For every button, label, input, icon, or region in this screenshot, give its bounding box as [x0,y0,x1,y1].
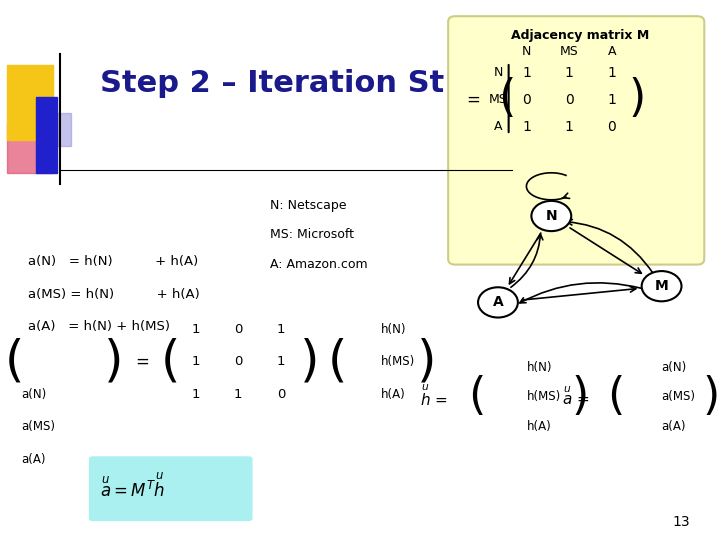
Bar [7,65,53,140]
Text: M: M [654,279,668,293]
Text: (: ( [328,338,348,386]
Text: 1: 1 [276,355,285,368]
Text: a(A): a(A) [662,420,686,433]
Text: (: ( [4,338,24,386]
FancyBboxPatch shape [448,16,704,265]
Bar [35,113,71,146]
Text: N: N [546,209,557,223]
Text: =: = [466,91,480,109]
Text: A: A [492,295,503,309]
Text: Adjacency matrix M: Adjacency matrix M [510,29,649,42]
Text: ): ) [417,338,436,386]
Bar [7,124,53,173]
Text: N: Netscape: N: Netscape [270,199,347,212]
Text: A: Amazon.com: A: Amazon.com [270,258,368,271]
Text: 1: 1 [522,66,531,80]
Text: a(MS): a(MS) [22,420,55,433]
Text: 1: 1 [192,355,200,368]
Text: MS: Microsoft: MS: Microsoft [270,228,354,241]
Text: (: ( [498,77,516,120]
Text: ): ) [629,77,646,120]
Text: a(N)   = h(N)          + h(A): a(N) = h(N) + h(A) [29,255,199,268]
Text: (: ( [468,375,485,418]
Text: h(N): h(N) [381,323,406,336]
Text: h(N): h(N) [526,361,552,374]
Text: (: ( [161,338,181,386]
Text: ): ) [300,338,319,386]
Text: a(N): a(N) [22,388,47,401]
Text: A: A [494,120,503,133]
Text: 1: 1 [522,120,531,134]
Text: 1: 1 [564,66,574,80]
Text: $\overset{u}{h}$ =: $\overset{u}{h}$ = [420,384,447,409]
Text: a(MS): a(MS) [662,390,696,403]
Text: Step 2 – Iteration St: Step 2 – Iteration St [99,69,444,98]
Text: 1: 1 [192,323,200,336]
Text: $\overset{u}{a}$ =: $\overset{u}{a}$ = [562,386,589,408]
Text: 1: 1 [608,93,616,107]
Text: a(N): a(N) [662,361,687,374]
Text: h(A): h(A) [526,420,552,433]
Text: A: A [608,45,616,58]
Text: (: ( [607,375,624,418]
FancyBboxPatch shape [89,456,253,521]
Text: 1: 1 [564,120,574,134]
Text: 1: 1 [192,388,200,401]
Text: a(MS) = h(N)          + h(A): a(MS) = h(N) + h(A) [29,288,200,301]
Text: 0: 0 [564,93,573,107]
Text: ): ) [571,375,588,418]
Text: 0: 0 [234,355,243,368]
Text: 1: 1 [276,323,285,336]
Text: 1: 1 [234,388,243,401]
Text: 1: 1 [608,66,616,80]
Bar [35,97,57,173]
Text: N: N [493,66,503,79]
Circle shape [531,201,571,231]
Text: =: = [135,353,149,371]
Text: 0: 0 [234,323,243,336]
Text: a(A)   = h(N) + h(MS): a(A) = h(N) + h(MS) [29,320,171,333]
Circle shape [642,271,682,301]
Text: 0: 0 [522,93,531,107]
Text: h(MS): h(MS) [526,390,561,403]
Text: 13: 13 [672,515,690,529]
Text: a(A): a(A) [22,453,46,465]
Text: ): ) [703,375,720,418]
Text: N: N [522,45,531,58]
Text: 0: 0 [276,388,285,401]
Text: MS: MS [489,93,508,106]
Circle shape [478,287,518,318]
Text: MS: MS [559,45,578,58]
Text: h(MS): h(MS) [381,355,415,368]
Text: $\overset{u}{a} = M^T \overset{u}{h}$: $\overset{u}{a} = M^T \overset{u}{h}$ [99,473,165,501]
Text: ): ) [104,338,124,386]
Text: 0: 0 [608,120,616,134]
Text: h(A): h(A) [381,388,405,401]
